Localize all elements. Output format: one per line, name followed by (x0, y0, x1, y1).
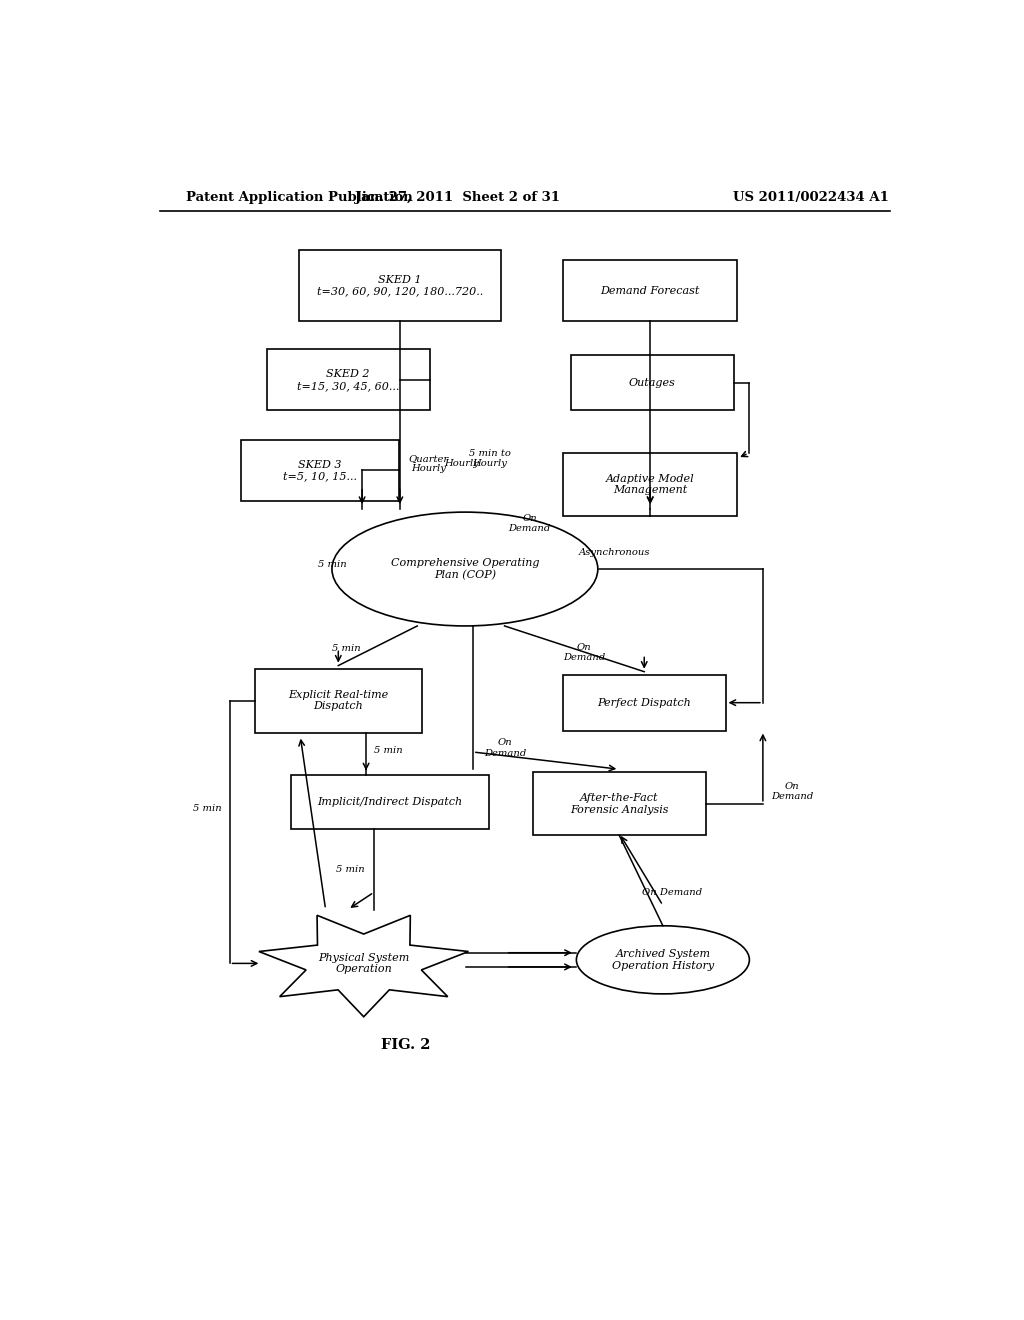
Text: On
Demand: On Demand (509, 513, 551, 533)
Text: Patent Application Publication: Patent Application Publication (186, 190, 413, 203)
Text: After-the-Fact
Forensic Analysis: After-the-Fact Forensic Analysis (570, 793, 669, 814)
Text: Adaptive Model
Management: Adaptive Model Management (606, 474, 694, 495)
FancyBboxPatch shape (532, 772, 706, 836)
Text: 5 min: 5 min (374, 747, 402, 755)
Ellipse shape (577, 925, 750, 994)
Text: Perfect Dispatch: Perfect Dispatch (597, 698, 691, 708)
FancyBboxPatch shape (242, 440, 398, 500)
FancyBboxPatch shape (299, 249, 501, 321)
FancyBboxPatch shape (267, 350, 430, 411)
Text: Physical System
Operation: Physical System Operation (318, 953, 410, 974)
Text: 5 min to
Hourly: 5 min to Hourly (469, 449, 511, 467)
Text: 5 min: 5 min (318, 561, 347, 569)
Text: US 2011/0022434 A1: US 2011/0022434 A1 (732, 190, 889, 203)
Text: Quarter
Hourly: Quarter Hourly (409, 454, 449, 473)
Text: Demand Forecast: Demand Forecast (600, 285, 699, 296)
Text: Jan. 27, 2011  Sheet 2 of 31: Jan. 27, 2011 Sheet 2 of 31 (355, 190, 560, 203)
Text: SKED 2
t=15, 30, 45, 60...: SKED 2 t=15, 30, 45, 60... (297, 370, 399, 391)
Text: Asynchronous: Asynchronous (579, 548, 650, 557)
Text: Implicit/Indirect Dispatch: Implicit/Indirect Dispatch (317, 797, 463, 808)
Ellipse shape (332, 512, 598, 626)
Text: Comprehensive Operating
Plan (COP): Comprehensive Operating Plan (COP) (390, 558, 539, 579)
Text: On
Demand: On Demand (484, 738, 526, 758)
Text: 5 min: 5 min (193, 804, 221, 813)
FancyBboxPatch shape (255, 669, 422, 733)
FancyBboxPatch shape (570, 355, 733, 411)
Text: 5 min: 5 min (332, 644, 360, 653)
Text: Explicit Real-time
Dispatch: Explicit Real-time Dispatch (288, 690, 388, 711)
Text: On Demand: On Demand (642, 888, 702, 896)
Text: Archived System
Operation History: Archived System Operation History (611, 949, 714, 970)
Text: Outages: Outages (629, 378, 676, 388)
FancyBboxPatch shape (563, 675, 726, 731)
Polygon shape (259, 915, 469, 1016)
Text: 5 min: 5 min (336, 866, 365, 874)
FancyBboxPatch shape (563, 453, 737, 516)
FancyBboxPatch shape (563, 260, 737, 321)
Text: SKED 3
t=5, 10, 15...: SKED 3 t=5, 10, 15... (283, 459, 357, 482)
Text: On
Demand: On Demand (771, 781, 813, 801)
Text: Hourly: Hourly (443, 459, 479, 467)
Text: FIG. 2: FIG. 2 (381, 1038, 430, 1052)
Text: On
Demand: On Demand (563, 643, 605, 663)
Text: SKED 1
t=30, 60, 90, 120, 180...720..: SKED 1 t=30, 60, 90, 120, 180...720.. (316, 275, 483, 296)
FancyBboxPatch shape (291, 775, 489, 829)
